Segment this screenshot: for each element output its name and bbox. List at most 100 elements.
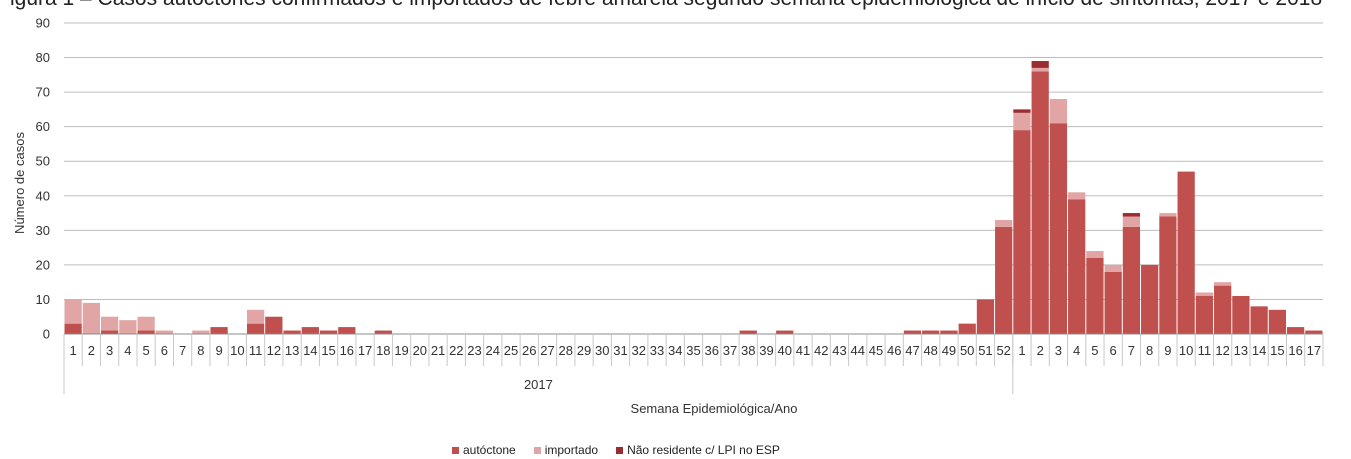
bar-segment [1195,295,1214,334]
x-tick-label: 31 [613,343,627,358]
bar-segment [283,330,301,334]
x-tick-label: 27 [540,343,554,358]
x-tick-label: 23 [467,343,481,358]
figure-title: igura 1 – Casos autóctones confirmados e… [10,0,1322,11]
x-tick-label: 4 [1073,343,1080,358]
bar-segment [1268,309,1287,334]
x-tick-label: 42 [814,343,828,358]
x-tick-label: 2 [88,343,95,358]
bar-segment [338,327,356,334]
x-tick-label: 7 [179,343,186,358]
legend-label: Não residente c/ LPI no ESP [627,443,780,457]
bar-segment [1068,192,1086,200]
x-tick-label: 20 [413,343,427,358]
bar-segment [210,327,228,334]
x-tick-label: 16 [340,343,354,358]
x-tick-label: 41 [796,343,810,358]
bar-segment [1104,271,1122,334]
legend-label: importado [544,443,599,457]
y-tick-label: 60 [36,119,50,134]
bar-segment [265,316,283,334]
x-tick-label: 13 [1234,343,1248,358]
x-tick-label: 5 [142,343,149,358]
x-tick-label: 40 [777,343,791,358]
x-tick-label: 28 [559,343,573,358]
x-tick-label: 50 [960,343,974,358]
x-tick-label: 21 [431,343,445,358]
legend-item: importado [533,443,599,457]
x-tick-label: 13 [285,343,299,358]
y-tick-label: 90 [36,16,50,31]
x-tick-label: 8 [1146,343,1153,358]
x-tick-label: 49 [942,343,956,358]
x-tick-label: 30 [595,343,609,358]
year-label: 2017 [524,377,553,392]
bar-segment [1305,330,1323,334]
bar-segment [958,323,976,334]
x-tick-label: 11 [1198,343,1212,358]
x-tick-label: 10 [230,343,244,358]
x-tick-label: 33 [650,343,664,358]
x-tick-label: 52 [996,343,1010,358]
y-axis: 0 10 20 30 40 50 60 70 80 90 [36,16,50,342]
x-tick-label: 8 [197,343,204,358]
y-tick-label: 0 [43,327,50,342]
x-tick-label: 17 [358,343,372,358]
bar-segment [1287,327,1305,334]
x-tick-label: 6 [161,343,168,358]
x-tick-label: 18 [376,343,390,358]
bar-segment [137,330,155,334]
x-axis-label: Semana Epidemiológica/Ano [631,401,798,416]
x-tick-label: 3 [106,343,113,358]
x-tick-label: 32 [632,343,646,358]
bar-segment [246,309,265,324]
bar-segment [155,330,173,334]
x-tick-label: 48 [923,343,937,358]
y-axis-label: Número de casos [12,132,27,234]
bar-segment [1086,257,1104,334]
bar-segment [1068,199,1086,334]
bar-segment [1214,282,1232,286]
bar-segment [1177,171,1195,334]
x-tick-label: 35 [686,343,700,358]
y-tick-label: 10 [36,292,50,307]
x-tick-label: 10 [1179,343,1193,358]
bar-segment [64,323,82,334]
bar-segment [1159,213,1177,217]
bar-segment [64,299,82,324]
x-tick-label: 39 [759,343,773,358]
bar-segment [995,219,1013,227]
bar-segment [301,327,319,334]
x-tick-label: 38 [741,343,755,358]
x-tick-label: 9 [215,343,222,358]
x-tick-label: 3 [1055,343,1062,358]
bar-segment [1031,61,1049,68]
bar-segment [1122,216,1141,227]
x-tick-label: 44 [850,343,864,358]
y-tick-label: 70 [36,85,50,100]
x-tick-label: 14 [303,343,317,358]
bar-segment [1086,251,1104,258]
y-tick-label: 80 [36,50,50,65]
bar-segment [1031,67,1049,72]
bar-segment [1122,213,1141,217]
x-tick-label: 17 [1307,343,1321,358]
x-tick-label: 7 [1128,343,1135,358]
bar-segment [1013,130,1031,334]
x-tick-label: 29 [577,343,591,358]
bar-segment [1122,226,1141,334]
bar-segment [1031,71,1049,334]
bar-segment [739,330,757,334]
x-tick-label: 1 [70,343,77,358]
bar-segment [137,316,155,331]
bar-segment [1195,292,1214,296]
x-tick-label: 1 [1018,343,1025,358]
bar-segment [192,330,210,334]
bar-segment [776,330,794,334]
x-tick-label: 6 [1110,343,1117,358]
bar-segment [1013,112,1031,131]
legend-item: autóctone [452,443,516,457]
legend-swatch [452,446,459,454]
x-tick-label: 34 [668,343,682,358]
x-tick-label: 15 [1270,343,1284,358]
